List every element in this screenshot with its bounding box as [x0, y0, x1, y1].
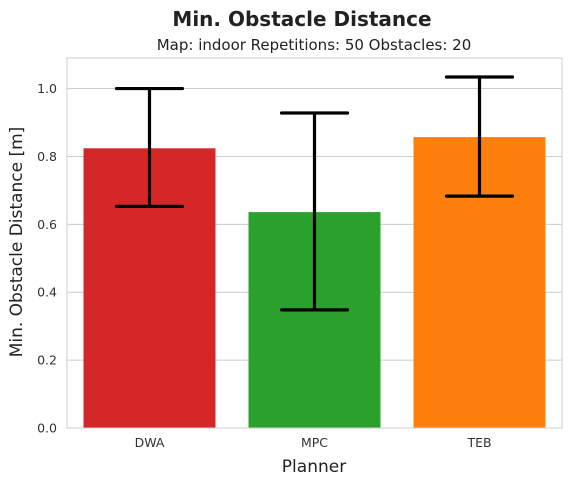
- x-axis-label: Planner: [282, 457, 346, 477]
- y-tick-label: 0.6: [37, 217, 57, 232]
- y-tick-labels: 0.0 0.2 0.4 0.6 0.8 1.0: [37, 81, 57, 435]
- error-bar-mpc: [279, 111, 350, 312]
- y-tick-label: 0.4: [37, 285, 57, 300]
- x-tick-label: MPC: [301, 435, 328, 450]
- x-tick-label: TEB: [466, 435, 491, 450]
- x-tick-label: DWA: [135, 435, 165, 450]
- error-bar-dwa: [114, 86, 185, 208]
- y-tick-label: 0.8: [37, 149, 57, 164]
- x-tick-labels: DWA MPC TEB: [135, 435, 492, 450]
- error-bars: [114, 75, 515, 312]
- error-bar-teb: [444, 75, 515, 198]
- chart-title: Map: indoor Repetitions: 50 Obstacles: 2…: [157, 36, 472, 54]
- plot-frame: [66, 57, 563, 429]
- chart-suptitle: Min. Obstacle Distance: [172, 7, 431, 31]
- y-tick-label: 0.0: [37, 421, 57, 436]
- y-tick-label: 0.2: [37, 353, 57, 368]
- y-tick-label: 1.0: [37, 81, 57, 96]
- y-axis-label: Min. Obstacle Distance [m]: [7, 127, 27, 358]
